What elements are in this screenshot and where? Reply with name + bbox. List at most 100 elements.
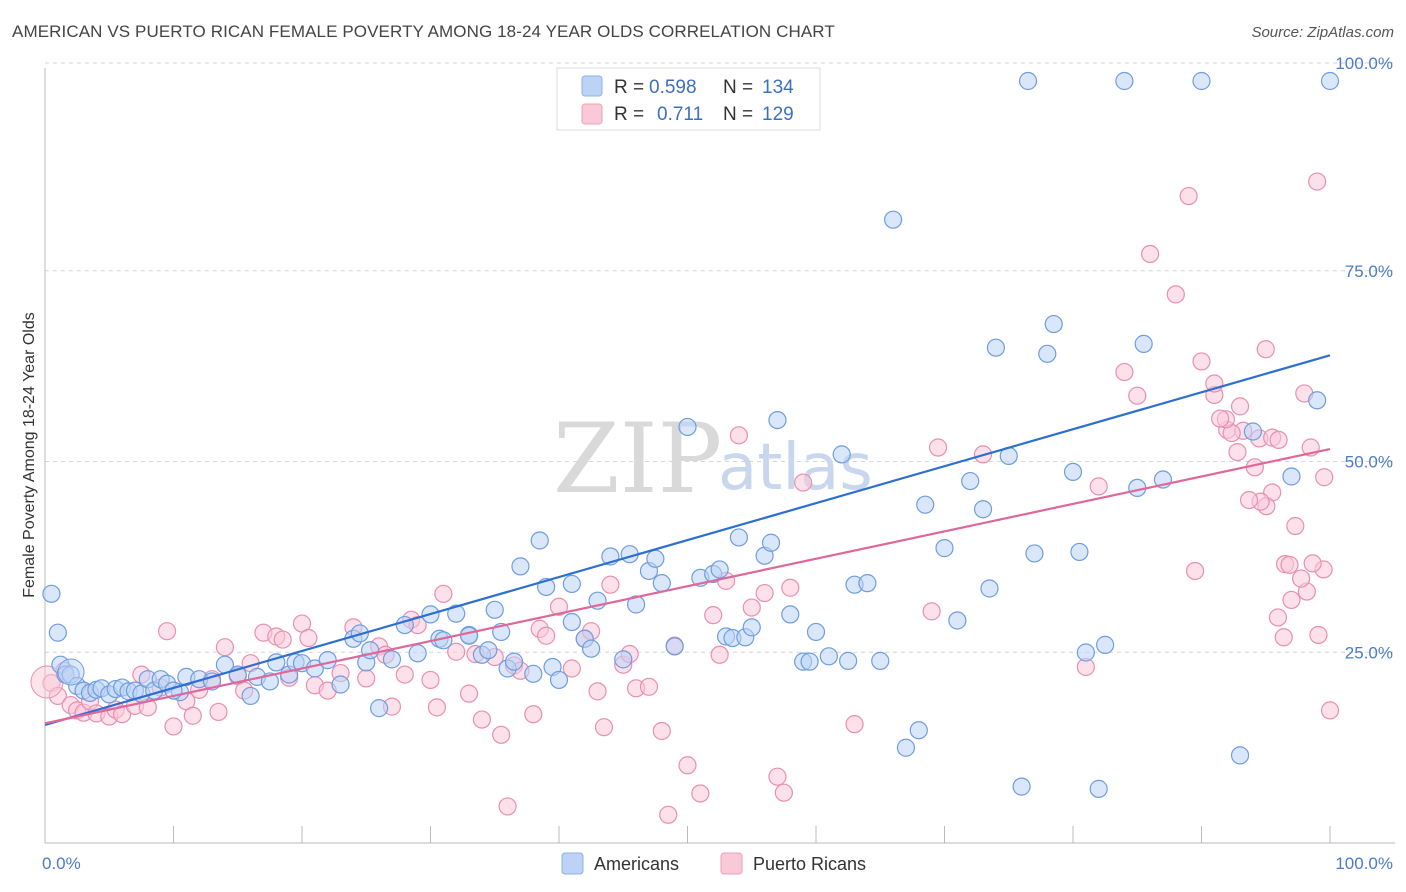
puerto-ricans-point xyxy=(1179,186,1198,206)
puerto-ricans-point xyxy=(273,630,292,649)
puerto-ricans-point xyxy=(299,628,318,648)
puerto-ricans-point xyxy=(1269,430,1288,450)
puerto-ricans-point xyxy=(742,598,761,617)
americans-point xyxy=(1012,777,1031,796)
americans-legend-swatch xyxy=(561,852,584,875)
y-tick-label: 25.0% xyxy=(1345,643,1393,662)
puerto-ricans-point xyxy=(1166,285,1185,304)
puerto-ricans-point xyxy=(447,642,466,661)
puerto-ricans-point xyxy=(537,626,556,645)
puerto-ricans-legend-swatch xyxy=(720,852,743,875)
tick-labels: 100.0% 75.0% 50.0% 25.0% 0.0% 100.0% xyxy=(42,54,1393,873)
puerto-ricans-point xyxy=(1280,555,1299,574)
x-tick-label: 100.0% xyxy=(1335,854,1393,873)
trend-lines xyxy=(44,354,1331,726)
americans-point xyxy=(1076,643,1095,662)
americans-point xyxy=(1038,344,1057,363)
americans-point xyxy=(768,410,787,430)
americans-point xyxy=(1044,314,1063,334)
americans-point xyxy=(935,539,954,558)
puerto-ricans-point xyxy=(1308,172,1327,191)
legend-n-label-pr: N = xyxy=(723,104,753,125)
americans-point xyxy=(896,738,916,757)
americans-point xyxy=(883,210,903,229)
puerto-ricans-point xyxy=(1286,516,1305,536)
legend-r-label-am: R = xyxy=(614,77,644,98)
americans-point xyxy=(562,612,581,632)
puerto-ricans-point xyxy=(1256,340,1275,359)
puerto-ricans-point xyxy=(794,473,813,492)
source-credit: Source: ZipAtlas.com xyxy=(1251,24,1394,41)
puerto-ricans-point xyxy=(845,715,864,734)
x-tick-label: 0.0% xyxy=(42,854,81,873)
puerto-ricans-swatch xyxy=(581,103,603,125)
americans-point xyxy=(1096,635,1115,654)
puerto-ricans-point xyxy=(691,784,710,803)
puerto-ricans-point xyxy=(209,702,228,722)
puerto-ricans-point xyxy=(594,718,614,737)
puerto-ricans-point xyxy=(755,583,774,603)
americans-point xyxy=(871,651,890,670)
puerto-ricans-point xyxy=(1320,701,1340,720)
americans-point xyxy=(729,528,749,547)
americans-trend-line xyxy=(44,354,1331,726)
americans-point xyxy=(710,560,729,579)
americans-point xyxy=(382,650,402,669)
americans-point xyxy=(1134,334,1153,353)
americans-point xyxy=(504,652,524,671)
puerto-ricans-point xyxy=(1089,477,1108,496)
series-legend: Americans Puerto Ricans xyxy=(561,852,866,875)
puerto-ricans-point xyxy=(459,684,479,703)
puerto-ricans-point xyxy=(1309,625,1328,645)
puerto-ricans-point xyxy=(678,756,697,775)
americans-point xyxy=(1192,71,1211,91)
puerto-ricans-point xyxy=(1282,590,1301,610)
americans-point xyxy=(948,611,967,630)
y-tick-label: 50.0% xyxy=(1345,453,1393,472)
puerto-ricans-point xyxy=(1315,468,1334,487)
puerto-ricans-point xyxy=(498,797,517,816)
puerto-ricans-point xyxy=(652,721,671,741)
y-axis-title: Female Poverty Among 18-24 Year Olds xyxy=(21,312,38,598)
americans-point xyxy=(832,445,851,464)
puerto-ricans-point xyxy=(1303,554,1322,573)
puerto-ricans-point xyxy=(183,706,202,725)
americans-point xyxy=(1282,467,1301,486)
puerto-ricans-point xyxy=(562,659,581,678)
americans-point xyxy=(973,500,993,519)
americans-point xyxy=(646,549,665,568)
puerto-ricans-point xyxy=(928,438,948,457)
puerto-ricans-point xyxy=(1185,561,1205,581)
americans-point xyxy=(1063,462,1083,482)
puerto-ricans-point xyxy=(1128,386,1147,405)
americans-point xyxy=(980,579,999,598)
puerto-ricans-point xyxy=(729,426,749,445)
puerto-ricans-point xyxy=(922,602,941,621)
americans-point xyxy=(459,626,479,645)
legend-r-label-pr: R = xyxy=(614,104,644,125)
puerto-ricans-point xyxy=(659,805,678,824)
puerto-ricans-point xyxy=(639,677,659,696)
americans-point xyxy=(626,595,646,614)
puerto-ricans-point xyxy=(549,597,569,616)
watermark-zip: ZIP xyxy=(553,403,722,515)
puerto-ricans-point xyxy=(1268,608,1288,627)
puerto-ricans-legend-label: Puerto Ricans xyxy=(753,854,866,874)
americans-point xyxy=(678,417,697,437)
puerto-ricans-point xyxy=(427,698,447,717)
americans-point xyxy=(652,574,671,593)
americans-swatch xyxy=(581,75,603,97)
americans-point xyxy=(1018,71,1038,91)
puerto-ricans-point xyxy=(215,638,234,657)
y-tick-label: 100.0% xyxy=(1335,54,1393,73)
americans-point xyxy=(1308,391,1327,410)
puerto-ricans-point xyxy=(1115,362,1134,382)
puerto-ricans-point xyxy=(774,783,793,802)
americans-point xyxy=(961,471,980,491)
puerto-ricans-point xyxy=(395,665,414,684)
americans-point xyxy=(806,622,826,642)
americans-point xyxy=(1243,422,1263,441)
americans-point xyxy=(909,721,928,740)
puerto-ricans-point xyxy=(768,767,787,786)
americans-point xyxy=(582,639,601,658)
